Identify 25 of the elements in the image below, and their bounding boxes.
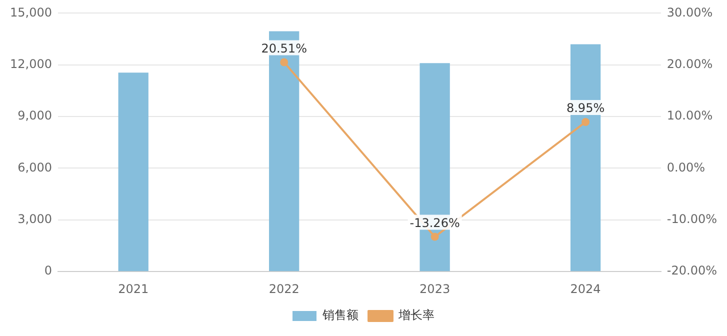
y-tick-label: 0 [44, 264, 52, 278]
x-tick-label: 2023 [420, 282, 450, 296]
y-tick-label: 9,000 [18, 108, 52, 123]
y-tick-label: 15,000 [10, 5, 52, 20]
y-tick-label: 3,000 [18, 212, 52, 226]
x-tick-label: 2022 [268, 282, 300, 296]
y2-tick-label: 20.00% [666, 57, 713, 72]
x-tick-label: 2024 [570, 282, 601, 296]
y2-tick-label: 10.00% [666, 108, 713, 123]
data-label: -13.26% [410, 216, 460, 230]
y2-tick-label: 30.00% [666, 5, 713, 20]
y2-tick-label: -10.00% [666, 212, 718, 226]
y2-tick-label: 0.00% [666, 160, 706, 174]
point [280, 58, 288, 66]
point [430, 232, 439, 241]
legend-label: 增长率 [398, 308, 434, 322]
data-label: 8.95% [566, 101, 605, 116]
data-label: 20.51% [261, 41, 307, 56]
y2-tick-label: -20.00% [666, 264, 718, 278]
y-tick-label: 12,000 [10, 57, 52, 72]
legend-label: 销售额 [322, 308, 358, 322]
point [582, 118, 590, 126]
bar [118, 72, 148, 272]
x-tick-label: 2021 [118, 282, 149, 296]
y-tick-label: 6,000 [18, 160, 52, 174]
